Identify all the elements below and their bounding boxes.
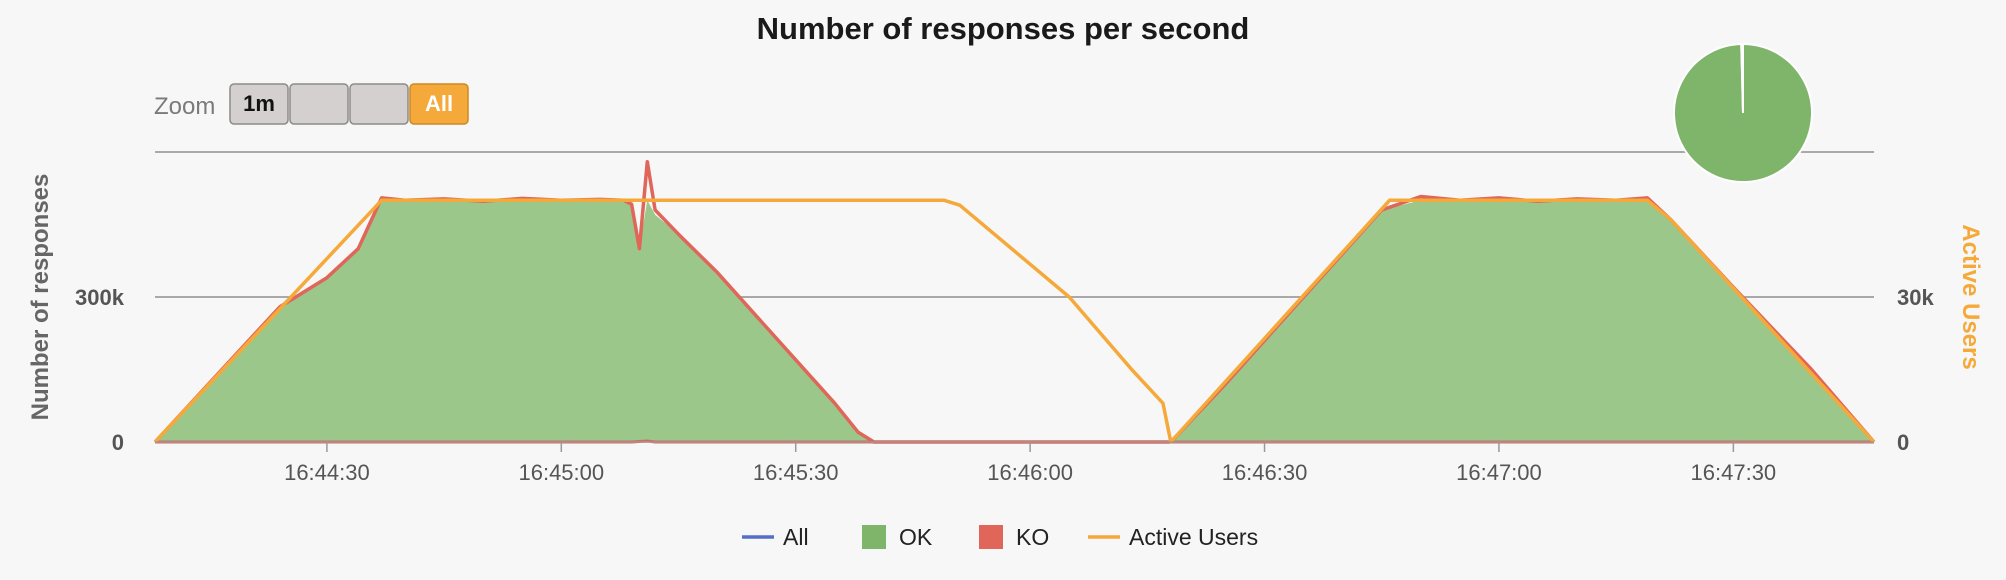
legend-label: OK — [899, 524, 933, 550]
legend: All OK KO Active Users — [742, 524, 1258, 550]
y-axis-title: Number of responses — [27, 174, 54, 421]
zoom-label: Zoom — [154, 93, 215, 120]
x-tick-label: 16:45:30 — [753, 460, 839, 485]
y2-tick-label: 0 — [1897, 430, 1909, 455]
legend-item-active-users[interactable]: Active Users — [1088, 524, 1258, 550]
legend-item-ko[interactable]: KO — [979, 524, 1049, 550]
legend-label: Active Users — [1129, 524, 1258, 550]
x-tick-label: 16:46:30 — [1222, 460, 1308, 485]
x-tick-label: 16:46:00 — [987, 460, 1073, 485]
zoom-button-all[interactable]: All — [409, 83, 469, 125]
zoom-button-range-1[interactable] — [289, 83, 349, 125]
legend-swatch — [979, 525, 1003, 549]
legend-item-all[interactable]: All — [742, 524, 809, 550]
zoom-button-label: 1m — [243, 91, 275, 116]
legend-label: All — [783, 524, 809, 550]
legend-swatch — [862, 525, 886, 549]
zoom-button-label: All — [425, 91, 453, 116]
x-tick-label: 16:45:00 — [518, 460, 604, 485]
y2-tick-label: 30k — [1897, 285, 1934, 310]
chart-title: Number of responses per second — [757, 11, 1250, 46]
zoom-button-1m[interactable]: 1m — [229, 83, 289, 125]
zoom-button-range-2[interactable] — [349, 83, 409, 125]
legend-label: KO — [1016, 524, 1049, 550]
x-tick-label: 16:47:00 — [1456, 460, 1542, 485]
y-tick-label: 300k — [75, 285, 125, 310]
axes: 16:44:30 16:45:00 16:45:30 16:46:00 16:46:30… — [75, 285, 1934, 485]
x-tick-label: 16:44:30 — [284, 460, 370, 485]
pie-slice-ko — [1740, 42, 1744, 114]
x-tick-label: 16:47:30 — [1691, 460, 1777, 485]
zoom-control: Zoom 1m All — [154, 83, 469, 125]
ok-ko-pie — [1673, 42, 1813, 183]
series-areas — [155, 200, 1874, 442]
series-ok-area — [155, 200, 1874, 442]
series-active-users-line — [153, 198, 1876, 444]
y2-axis-title: Active Users — [1957, 224, 1984, 369]
legend-item-ok[interactable]: OK — [862, 524, 933, 550]
y-tick-label: 0 — [112, 430, 124, 455]
